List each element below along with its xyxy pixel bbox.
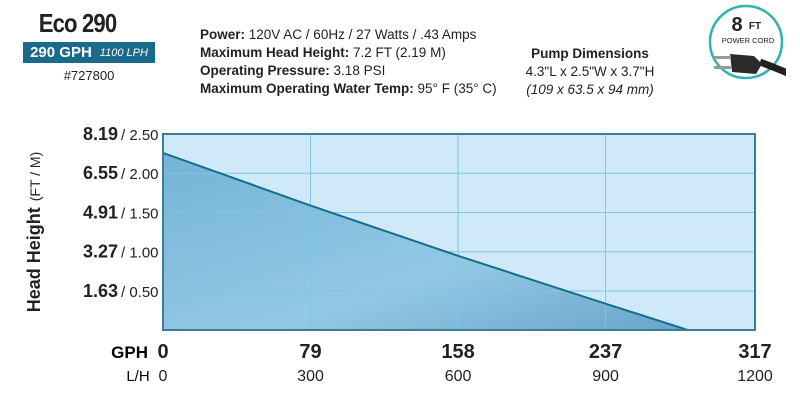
- y-tick-m: / 1.50: [121, 205, 159, 222]
- x-tick-lph: 600: [445, 368, 472, 385]
- spec-label: Maximum Head Height:: [200, 45, 350, 60]
- dimensions-metric: (109 x 63.5 x 94 mm): [526, 82, 654, 97]
- cord-length: 8: [731, 14, 742, 36]
- y-axis-label: Head Height (FT / M): [24, 152, 44, 313]
- x-tick-gph: 237: [589, 341, 622, 363]
- x-tick-lph: 900: [592, 368, 619, 385]
- dimensions-imperial: 4.3"L x 2.5"W x 3.7"H: [525, 64, 655, 79]
- x-tick-gph: 158: [441, 341, 474, 363]
- y-tick-m: / 1.00: [121, 245, 159, 262]
- flow-gph: 290 GPH: [30, 44, 92, 61]
- spec-value: 120V AC / 60Hz / 27 Watts / .43 Amps: [245, 27, 477, 42]
- pump-dimensions: Pump Dimensions 4.3"L x 2.5"W x 3.7"H (1…: [490, 45, 690, 99]
- spec-pressure: Operating Pressure: 3.18 PSI: [200, 63, 385, 78]
- spec-label: Power:: [200, 27, 246, 42]
- spec-power: Power: 120V AC / 60Hz / 27 Watts / .43 A…: [200, 27, 476, 42]
- spec-value: 7.2 FT (2.19 M): [349, 45, 446, 60]
- spec-water-temp: Maximum Operating Water Temp: 95° F (35°…: [200, 81, 497, 96]
- x-axis-label-gph: GPH: [111, 343, 148, 362]
- power-cord-badge: 8 FT POWER CORD: [708, 4, 786, 80]
- y-tick-m: / 2.50: [121, 127, 159, 144]
- spec-value: 95° F (35° C): [413, 81, 497, 96]
- y-tick-ft: 1.63: [83, 281, 118, 301]
- spec-label: Operating Pressure:: [200, 63, 330, 78]
- spec-head-height: Maximum Head Height: 7.2 FT (2.19 M): [200, 45, 446, 60]
- x-tick-gph: 79: [299, 341, 321, 363]
- cord-label: POWER CORD: [722, 36, 775, 45]
- plot-border: [162, 133, 756, 331]
- x-axis-label-lph: L/H: [126, 368, 149, 385]
- spec-value: 3.18 PSI: [329, 63, 386, 78]
- y-tick-ft: 8.19: [83, 124, 118, 144]
- y-tick-ft: 4.91: [83, 202, 118, 222]
- plot-background: [163, 134, 755, 330]
- flow-rate-badge: 290 GPH 1100 LPH: [23, 42, 155, 63]
- x-tick-lph: 300: [297, 368, 324, 385]
- y-axis-unit: (FT / M): [27, 152, 43, 202]
- x-tick-lph: 0: [159, 368, 168, 385]
- dimensions-title: Pump Dimensions: [531, 46, 649, 61]
- cord-unit: FT: [749, 21, 761, 32]
- product-sku: #727800: [63, 68, 115, 83]
- flow-lph: 1100 LPH: [99, 46, 148, 59]
- product-title: Eco 290: [38, 8, 117, 38]
- y-tick-m: / 0.50: [121, 284, 159, 301]
- curve-line: [162, 151, 689, 331]
- y-tick-ft: 6.55: [83, 163, 118, 183]
- plug-icon: [714, 54, 786, 77]
- y-tick-m: / 2.00: [121, 166, 159, 183]
- curve-area: [163, 152, 688, 330]
- x-tick-lph: 1200: [737, 368, 773, 385]
- x-tick-gph: 0: [157, 341, 168, 363]
- spec-label: Maximum Operating Water Temp:: [200, 81, 414, 96]
- y-axis-title: Head Height: [24, 207, 44, 312]
- y-tick-ft: 3.27: [83, 242, 118, 262]
- x-tick-gph: 317: [738, 341, 771, 363]
